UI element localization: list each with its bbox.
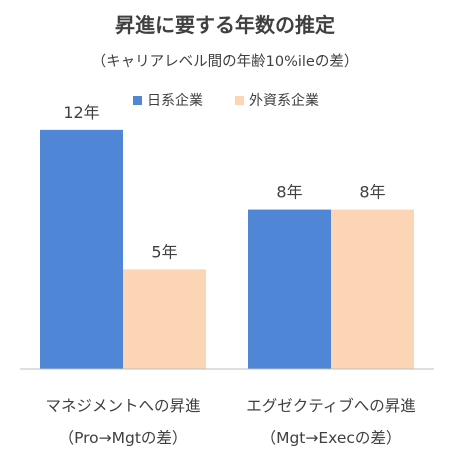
category-label-2-line-1: エグゼクティブへの昇進 bbox=[246, 396, 416, 415]
legend: 日系企業 外資系企業 bbox=[133, 92, 319, 109]
chart-subtitle: （キャリアレベル間の年齢10%ileの差） bbox=[92, 53, 359, 70]
bar-value-label-series-2-cat-2: 8年 bbox=[359, 183, 385, 202]
bar-value-label-series-1-cat-2: 8年 bbox=[276, 183, 302, 202]
category-label-2-line-2: （Mgt→Execの差） bbox=[261, 429, 402, 447]
bars-group bbox=[40, 129, 414, 369]
bar-series-2-cat-2 bbox=[331, 209, 414, 369]
legend-label-2: 外資系企業 bbox=[249, 92, 319, 109]
chart-title: 昇進に要する年数の推定 bbox=[115, 13, 335, 37]
bar-series-2-cat-1 bbox=[123, 269, 206, 369]
legend-swatch-1 bbox=[133, 96, 142, 105]
legend-swatch-2 bbox=[235, 96, 244, 105]
bar-series-1-cat-2 bbox=[248, 209, 331, 369]
bar-labels-group: 12年 5年 8年 8年 bbox=[63, 103, 385, 262]
category-label-1-line-1: マネジメントへの昇進 bbox=[45, 397, 200, 415]
bar-value-label-series-1-cat-1: 12年 bbox=[63, 103, 99, 122]
bar-series-1-cat-1 bbox=[40, 129, 123, 369]
category-label-1-line-2: （Pro→Mgtの差） bbox=[59, 429, 188, 447]
legend-label-1: 日系企業 bbox=[147, 92, 203, 109]
category-labels-group: マネジメントへの昇進 （Pro→Mgtの差） エグゼクティブへの昇進 （Mgt→Exe… bbox=[45, 396, 415, 447]
bar-value-label-series-2-cat-1: 5年 bbox=[151, 242, 177, 261]
